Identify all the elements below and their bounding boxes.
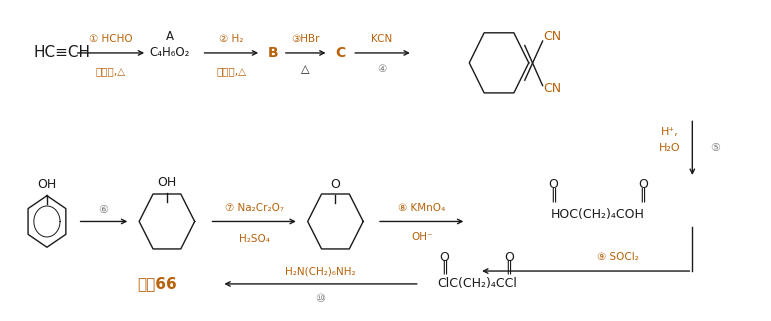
Text: CN: CN <box>544 82 562 95</box>
Text: ⑩: ⑩ <box>315 294 325 304</box>
Text: O: O <box>331 178 340 191</box>
Text: ⑦ Na₂Cr₂O₇: ⑦ Na₂Cr₂O₇ <box>224 203 284 213</box>
Text: ⑨ SOCl₂: ⑨ SOCl₂ <box>597 252 639 262</box>
Text: O: O <box>638 178 648 191</box>
Text: ① HCHO: ① HCHO <box>89 34 132 44</box>
Text: △: △ <box>301 64 310 74</box>
Text: ③HBr: ③HBr <box>291 34 320 44</box>
Text: A: A <box>166 30 174 43</box>
Text: H⁺,: H⁺, <box>661 127 678 137</box>
Text: H₂O: H₂O <box>658 143 680 153</box>
Text: ‖: ‖ <box>550 187 557 202</box>
Text: HOC(CH₂)₄COH: HOC(CH₂)₄COH <box>551 208 645 221</box>
Text: ④: ④ <box>378 64 386 74</box>
Text: CN: CN <box>544 30 562 43</box>
Text: C: C <box>335 46 345 60</box>
Text: H₂N(CH₂)₆NH₂: H₂N(CH₂)₆NH₂ <box>285 266 356 276</box>
Text: ‖: ‖ <box>506 260 513 274</box>
Text: KCN: KCN <box>372 34 392 44</box>
Text: O: O <box>504 251 513 264</box>
Text: OH: OH <box>157 176 177 189</box>
Text: 催化剂,△: 催化剂,△ <box>217 66 247 76</box>
Text: OH⁻: OH⁻ <box>411 232 433 242</box>
Text: C₄H₆O₂: C₄H₆O₂ <box>150 47 190 59</box>
Text: ② H₂: ② H₂ <box>219 34 244 44</box>
Text: ⑤: ⑤ <box>710 143 720 153</box>
Text: B: B <box>268 46 278 60</box>
Text: HC≡CH: HC≡CH <box>33 46 90 60</box>
Text: ⑧ KMnO₄: ⑧ KMnO₄ <box>398 203 446 213</box>
Text: 催化剂,△: 催化剂,△ <box>96 66 126 76</box>
Text: ‖: ‖ <box>441 260 448 274</box>
Text: O: O <box>439 251 449 264</box>
Text: O: O <box>549 178 558 191</box>
Text: H₂SO₄: H₂SO₄ <box>239 234 270 244</box>
Text: 尼龙66: 尼龙66 <box>137 276 177 291</box>
Text: ClC(CH₂)₄CCl: ClC(CH₂)₄CCl <box>437 277 517 291</box>
Text: ⑥: ⑥ <box>99 204 109 214</box>
Text: OH: OH <box>37 178 56 191</box>
Text: ‖: ‖ <box>639 187 646 202</box>
